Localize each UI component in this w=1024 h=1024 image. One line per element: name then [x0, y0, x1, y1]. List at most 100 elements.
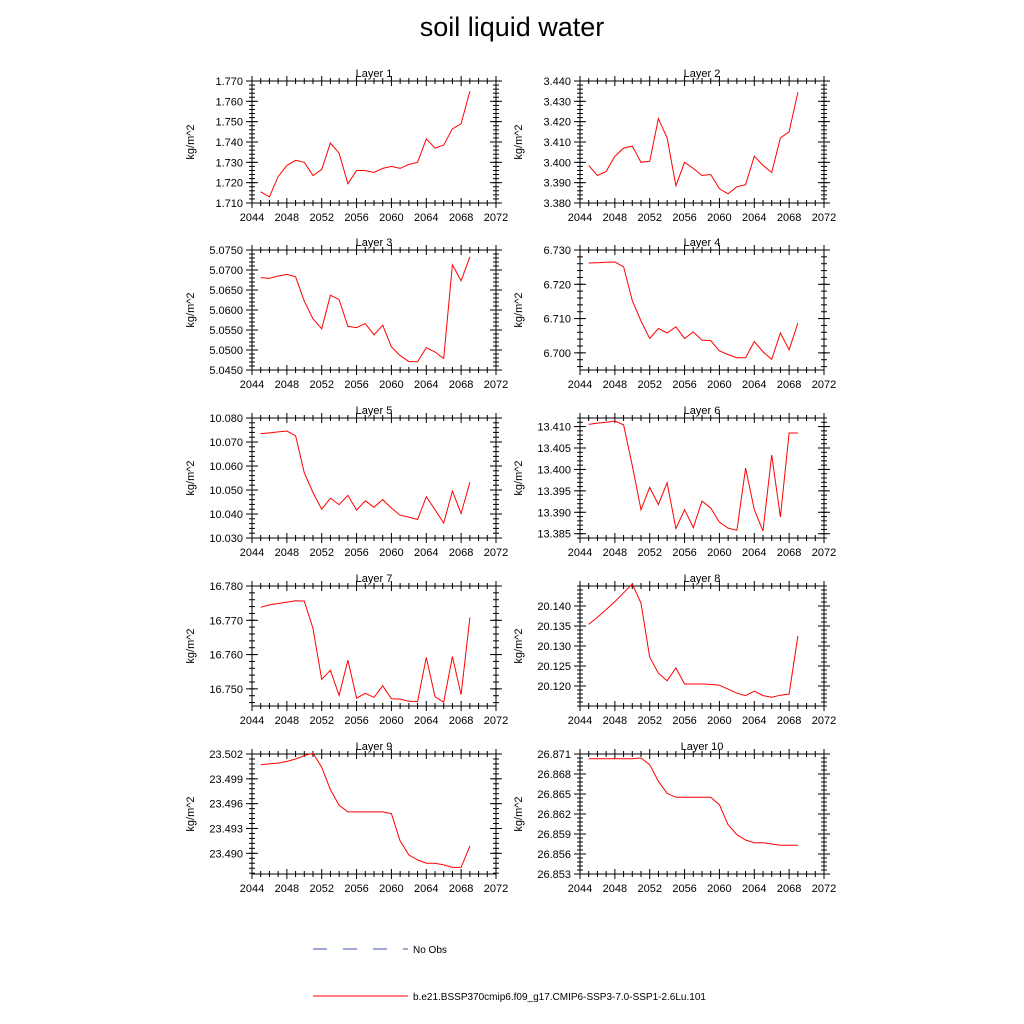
x-tick-label: 2044	[568, 883, 592, 895]
x-tick-label: 2048	[603, 715, 627, 727]
panel-title: Layer 1	[356, 68, 393, 80]
y-tick-label: 5.0600	[209, 305, 243, 317]
x-tick-label: 2072	[812, 212, 836, 224]
y-tick-label: 16.770	[209, 615, 243, 627]
x-tick-label: 2052	[309, 212, 333, 224]
y-axis-label: kg/m^2	[185, 124, 197, 159]
x-tick-label: 2060	[707, 715, 731, 727]
x-tick-label: 2072	[484, 379, 508, 391]
y-tick-label: 1.770	[215, 76, 243, 88]
panel-title: Layer 8	[684, 573, 721, 585]
x-tick-label: 2068	[777, 715, 801, 727]
x-tick-label: 2060	[379, 379, 403, 391]
y-tick-label: 10.040	[209, 509, 243, 521]
y-tick-label: 1.710	[215, 198, 243, 210]
x-tick-label: 2060	[379, 212, 403, 224]
panel-title: Layer 4	[684, 237, 721, 249]
y-tick-label: 6.710	[543, 314, 571, 326]
x-tick-label: 2060	[379, 547, 403, 559]
y-tick-label: 1.760	[215, 96, 243, 108]
x-tick-label: 2056	[344, 212, 368, 224]
x-tick-label: 2064	[742, 379, 766, 391]
x-tick-label: 2048	[275, 715, 299, 727]
x-tick-label: 2052	[637, 379, 661, 391]
y-tick-label: 5.0650	[209, 285, 243, 297]
y-axis-label: kg/m^2	[513, 796, 525, 831]
x-tick-label: 2064	[742, 547, 766, 559]
x-tick-label: 2068	[449, 715, 473, 727]
x-tick-label: 2048	[275, 379, 299, 391]
y-tick-label: 13.390	[537, 507, 571, 519]
x-tick-label: 2068	[777, 379, 801, 391]
x-tick-label: 2052	[309, 715, 333, 727]
x-tick-label: 2052	[309, 547, 333, 559]
y-axis-label: kg/m^2	[185, 460, 197, 495]
y-axis-label: kg/m^2	[513, 460, 525, 495]
y-tick-label: 13.405	[537, 443, 571, 455]
x-tick-label: 2052	[637, 547, 661, 559]
x-tick-label: 2056	[672, 379, 696, 391]
y-axis-label: kg/m^2	[513, 628, 525, 663]
x-tick-label: 2068	[777, 883, 801, 895]
panel-3: Layer 3 kg/m^2 2044 2048 2052 2056 2060 2064 206…	[185, 237, 508, 391]
y-tick-label: 6.700	[543, 348, 571, 360]
y-tick-label: 16.780	[209, 581, 243, 593]
panel-5: Layer 5 kg/m^2 2044 2048 2052 2056 2060 2064 206…	[185, 405, 508, 559]
y-axis-label: kg/m^2	[185, 628, 197, 663]
plot-frame	[251, 249, 497, 371]
x-tick-label: 2044	[568, 715, 592, 727]
x-tick-label: 2072	[484, 547, 508, 559]
y-tick-label: 13.400	[537, 464, 571, 476]
y-tick-label: 20.120	[537, 681, 571, 693]
plot-frame	[579, 80, 825, 204]
x-tick-label: 2048	[603, 883, 627, 895]
x-tick-label: 2068	[449, 379, 473, 391]
x-tick-label: 2056	[344, 715, 368, 727]
x-tick-label: 2072	[812, 715, 836, 727]
x-tick-label: 2060	[707, 212, 731, 224]
x-tick-label: 2072	[812, 883, 836, 895]
y-tick-label: 16.760	[209, 650, 243, 662]
y-axis-label: kg/m^2	[185, 292, 197, 327]
x-tick-label: 2056	[672, 547, 696, 559]
x-tick-label: 2060	[379, 883, 403, 895]
y-tick-label: 5.0500	[209, 345, 243, 357]
x-tick-label: 2044	[240, 883, 264, 895]
x-tick-label: 2056	[344, 379, 368, 391]
panels-group: Layer 1 kg/m^2 2044 2048 2052 2056 2060 2064 206…	[185, 68, 836, 895]
x-tick-label: 2068	[449, 547, 473, 559]
y-tick-label: 1.750	[215, 117, 243, 129]
panel-10: Layer 10 kg/m^2 2044 2048 2052 2056 2060 2064 20…	[513, 741, 836, 895]
x-tick-label: 2052	[637, 715, 661, 727]
x-tick-label: 2072	[484, 715, 508, 727]
x-tick-label: 2072	[484, 883, 508, 895]
x-tick-label: 2064	[742, 212, 766, 224]
y-tick-label: 10.050	[209, 485, 243, 497]
y-tick-label: 13.395	[537, 486, 571, 498]
x-tick-label: 2048	[275, 212, 299, 224]
x-tick-label: 2060	[707, 379, 731, 391]
y-tick-label: 10.060	[209, 461, 243, 473]
y-tick-label: 3.430	[543, 96, 571, 108]
y-tick-label: 26.868	[537, 769, 571, 781]
y-tick-label: 13.385	[537, 529, 571, 541]
plot-frame	[579, 585, 825, 707]
panel-7: Layer 7 kg/m^2 2044 2048 2052 2056 2060 2064 206…	[185, 573, 508, 727]
x-tick-label: 2044	[568, 547, 592, 559]
x-tick-label: 2052	[637, 883, 661, 895]
x-tick-label: 2072	[484, 212, 508, 224]
y-tick-label: 26.865	[537, 789, 571, 801]
y-tick-label: 26.856	[537, 849, 571, 861]
y-tick-label: 16.750	[209, 684, 243, 696]
panel-8: Layer 8 kg/m^2 2044 2048 2052 2056 2060 2064 206…	[513, 573, 836, 727]
y-tick-label: 26.859	[537, 829, 571, 841]
x-tick-label: 2052	[637, 212, 661, 224]
x-tick-label: 2056	[344, 883, 368, 895]
x-tick-label: 2044	[568, 212, 592, 224]
series-line-1	[588, 261, 799, 361]
y-tick-label: 23.493	[209, 823, 243, 835]
x-tick-label: 2068	[777, 212, 801, 224]
panel-6: Layer 6 kg/m^2 2044 2048 2052 2056 2060 2064 206…	[513, 405, 836, 559]
panel-title: Layer 6	[684, 405, 721, 417]
